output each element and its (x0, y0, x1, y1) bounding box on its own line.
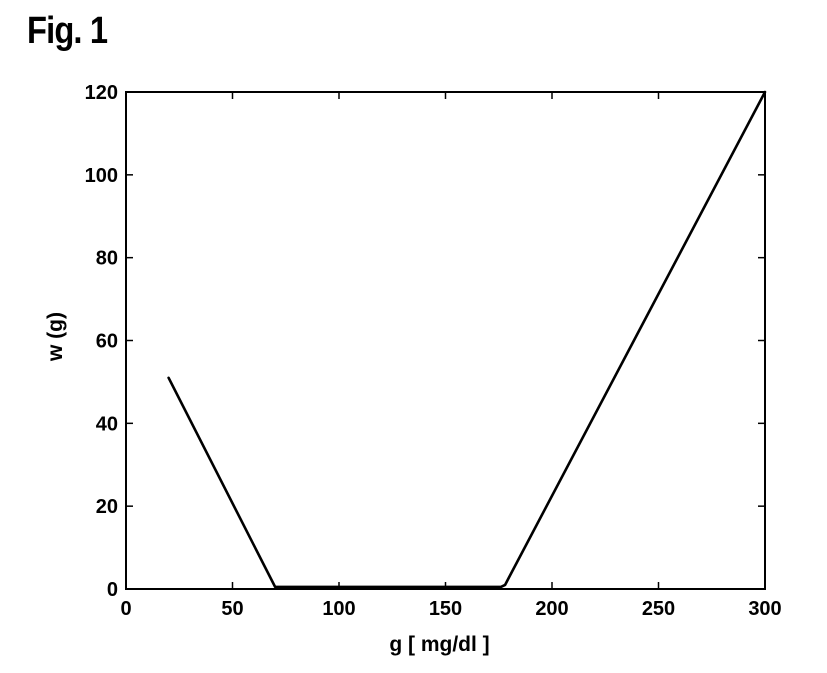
y-tick-label: 80 (96, 248, 118, 270)
y-tick-label: 60 (96, 331, 118, 353)
x-tick-label: 250 (642, 598, 675, 620)
y-tick-label: 120 (85, 82, 118, 104)
x-axis-label: g [ mg/dl ] (389, 633, 489, 656)
y-axis-label: w (g) (44, 312, 67, 362)
series-line (169, 92, 765, 587)
y-tick-label: 40 (96, 413, 118, 435)
x-tick-label: 0 (120, 598, 131, 620)
x-axis: 0 50 100 150 200 250 300 (120, 92, 781, 620)
y-axis: 0 20 40 60 80 100 120 (85, 82, 765, 601)
x-tick-label: 200 (535, 598, 568, 620)
series-group (169, 92, 765, 587)
plot-area-frame (126, 92, 765, 589)
y-tick-label: 20 (96, 496, 118, 518)
y-tick-label: 100 (85, 165, 118, 187)
x-tick-label: 150 (429, 598, 462, 620)
x-tick-label: 50 (221, 598, 243, 620)
x-tick-label: 300 (748, 598, 781, 620)
x-tick-label: 100 (322, 598, 355, 620)
y-tick-label: 0 (107, 579, 118, 601)
